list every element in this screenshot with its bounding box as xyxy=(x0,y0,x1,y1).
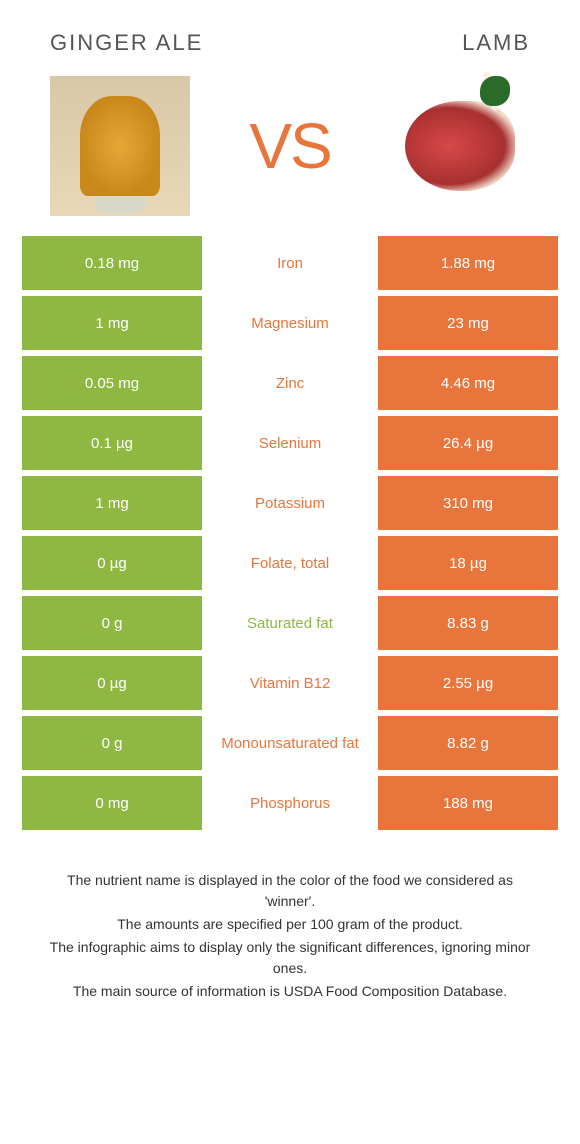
footer-notes: The nutrient name is displayed in the co… xyxy=(20,870,560,1002)
left-value: 0 g xyxy=(22,596,202,650)
right-food-title: LAMB xyxy=(462,30,530,56)
left-value: 0.1 µg xyxy=(22,416,202,470)
right-value: 1.88 mg xyxy=(378,236,558,290)
left-value: 0 g xyxy=(22,716,202,770)
table-row: 0.05 mgZinc4.46 mg xyxy=(22,356,558,410)
table-row: 0 gSaturated fat8.83 g xyxy=(22,596,558,650)
left-value: 1 mg xyxy=(22,476,202,530)
glass-icon xyxy=(80,96,160,196)
meat-icon xyxy=(405,101,515,191)
left-value: 1 mg xyxy=(22,296,202,350)
table-row: 0.1 µgSelenium26.4 µg xyxy=(22,416,558,470)
nutrient-name: Iron xyxy=(202,236,378,290)
ginger-ale-image xyxy=(50,76,190,216)
nutrient-name: Vitamin B12 xyxy=(202,656,378,710)
left-value: 0.18 mg xyxy=(22,236,202,290)
left-value: 0 mg xyxy=(22,776,202,830)
nutrient-name: Saturated fat xyxy=(202,596,378,650)
footer-line-2: The amounts are specified per 100 gram o… xyxy=(40,914,540,935)
table-row: 0 µgFolate, total18 µg xyxy=(22,536,558,590)
right-value: 188 mg xyxy=(378,776,558,830)
nutrient-name: Selenium xyxy=(202,416,378,470)
nutrient-name: Phosphorus xyxy=(202,776,378,830)
table-row: 1 mgMagnesium23 mg xyxy=(22,296,558,350)
left-food-title: GINGER ALE xyxy=(50,30,203,56)
left-value: 0 µg xyxy=(22,656,202,710)
right-value: 310 mg xyxy=(378,476,558,530)
nutrient-name: Magnesium xyxy=(202,296,378,350)
right-value: 8.83 g xyxy=(378,596,558,650)
header: GINGER ALE LAMB xyxy=(20,20,560,76)
table-row: 0 gMonounsaturated fat8.82 g xyxy=(22,716,558,770)
lamb-image xyxy=(390,76,530,216)
right-value: 18 µg xyxy=(378,536,558,590)
table-row: 0.18 mgIron1.88 mg xyxy=(22,236,558,290)
right-value: 2.55 µg xyxy=(378,656,558,710)
table-row: 1 mgPotassium310 mg xyxy=(22,476,558,530)
vs-text: VS xyxy=(249,109,330,183)
table-row: 0 µgVitamin B122.55 µg xyxy=(22,656,558,710)
right-value: 8.82 g xyxy=(378,716,558,770)
footer-line-1: The nutrient name is displayed in the co… xyxy=(40,870,540,912)
left-value: 0 µg xyxy=(22,536,202,590)
nutrient-name: Monounsaturated fat xyxy=(202,716,378,770)
nutrient-table: 0.18 mgIron1.88 mg1 mgMagnesium23 mg0.05… xyxy=(20,236,560,830)
footer-line-4: The main source of information is USDA F… xyxy=(40,981,540,1002)
footer-line-3: The infographic aims to display only the… xyxy=(40,937,540,979)
table-row: 0 mgPhosphorus188 mg xyxy=(22,776,558,830)
left-value: 0.05 mg xyxy=(22,356,202,410)
nutrient-name: Folate, total xyxy=(202,536,378,590)
images-row: VS xyxy=(20,76,560,236)
nutrient-name: Potassium xyxy=(202,476,378,530)
nutrient-name: Zinc xyxy=(202,356,378,410)
right-value: 26.4 µg xyxy=(378,416,558,470)
right-value: 4.46 mg xyxy=(378,356,558,410)
right-value: 23 mg xyxy=(378,296,558,350)
